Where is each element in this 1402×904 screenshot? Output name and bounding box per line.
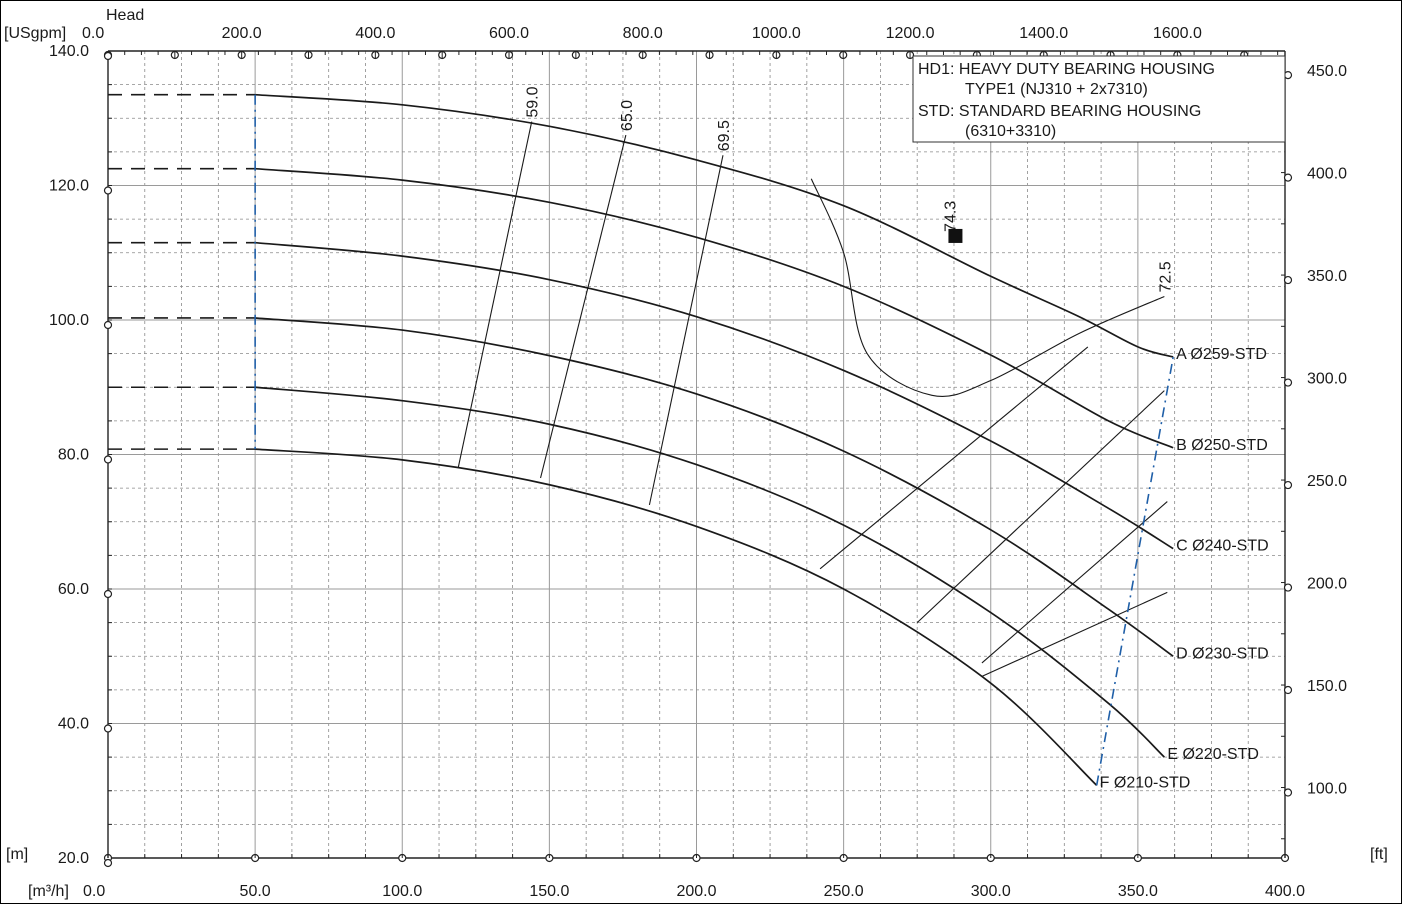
efficiency-line <box>810 178 1165 397</box>
y-tick-mark <box>103 320 113 330</box>
curve-label-B: B Ø250-STD <box>1176 437 1268 454</box>
x-tick-label: 350.0 <box>1118 883 1158 900</box>
extra-line <box>981 501 1168 664</box>
impeller-curve-E <box>255 386 1165 758</box>
impeller-extension-lines <box>108 93 256 450</box>
x-tick-label: 200.0 <box>676 883 716 900</box>
curve-label-F: F Ø210-STD <box>1100 774 1191 791</box>
y-right-tick-label: 350.0 <box>1307 268 1347 285</box>
y-right-tick-mark <box>1283 788 1293 797</box>
x-top-tick-label: 1400.0 <box>1019 25 1068 42</box>
x-tick-label: 0.0 <box>83 883 105 900</box>
efficiency-label: 74.3 <box>942 201 959 232</box>
efficiency-line <box>540 134 627 479</box>
bep-marker <box>948 228 963 243</box>
legend-line-3: STD: STANDARD BEARING HOUSING <box>918 103 1201 120</box>
y-tick-mark <box>103 724 113 733</box>
x-top-tick-label: 1200.0 <box>886 25 935 42</box>
y-right-tick-label: 100.0 <box>1307 781 1347 798</box>
extra-lines <box>819 346 1168 677</box>
y-right-tick-mark <box>1283 480 1293 490</box>
y-right-unit: [ft] <box>1370 846 1388 863</box>
grid <box>107 50 1286 859</box>
y-right-tick-label: 400.0 <box>1307 166 1347 183</box>
extra-line <box>819 346 1089 570</box>
x-top-axis: 0.0 200.0 400.0 600.0 800.0 1000.0 1200.0 1400.… <box>82 25 1285 60</box>
impeller-curve-C <box>255 241 1174 550</box>
efficiency-label: 72.5 <box>1157 261 1174 292</box>
x-top-tick-label: 400.0 <box>355 25 395 42</box>
x-top-tick-label: 1000.0 <box>752 25 801 42</box>
curve-label-D: D Ø230-STD <box>1176 645 1268 662</box>
efficiency-line <box>648 155 724 506</box>
x-tick-label: 400.0 <box>1265 883 1305 900</box>
y-right-tick-mark <box>1283 70 1293 80</box>
x-tick-label: 250.0 <box>824 883 864 900</box>
y-tick-label: 60.0 <box>58 581 89 598</box>
impeller-curve-A <box>255 93 1174 358</box>
y-tick-label: 140.0 <box>49 43 89 60</box>
curve-labels: A Ø259-STD B Ø250-STD C Ø240-STD D Ø230-STD… <box>1100 346 1269 791</box>
legend-line-4: (6310+3310) <box>965 123 1056 140</box>
curve-label-A: A Ø259-STD <box>1176 346 1267 363</box>
efficiency-label: 69.5 <box>716 120 733 151</box>
extra-line <box>981 591 1168 677</box>
y-tick-label: 100.0 <box>49 312 89 329</box>
y-tick-mark <box>103 51 113 61</box>
impeller-curves <box>255 93 1174 786</box>
x-tick-label: 150.0 <box>529 883 569 900</box>
x-top-tick-label: 800.0 <box>623 25 663 42</box>
legend-box: HD1: HEAVY DUTY BEARING HOUSING TYPE1 (N… <box>912 55 1286 143</box>
impeller-curve-F <box>255 448 1098 786</box>
y-tick-mark <box>103 186 113 195</box>
y-right-tick-mark <box>1283 378 1293 387</box>
legend-line-1: HD1: HEAVY DUTY BEARING HOUSING <box>918 61 1215 78</box>
y-right-tick-mark <box>1283 685 1293 695</box>
efficiency-label: 65.0 <box>619 100 636 131</box>
efficiency-lines: 59.0 65.0 69.5 72.5 74.3 <box>457 86 1174 506</box>
y-tick-label: 20.0 <box>58 850 89 867</box>
y-tick-mark <box>103 455 113 464</box>
y-right-tick-label: 150.0 <box>1307 678 1347 695</box>
x-bottom-unit: [m³/h] <box>28 883 69 900</box>
legend-line-2: TYPE1 (NJ310 + 2x7310) <box>965 81 1148 98</box>
x-tick-label: 300.0 <box>971 883 1011 900</box>
curve-label-E: E Ø220-STD <box>1167 746 1259 763</box>
y-right-tick-label: 450.0 <box>1307 63 1347 80</box>
y-right-tick-label: 300.0 <box>1307 371 1347 388</box>
y-right-tick-mark <box>1283 275 1293 285</box>
extra-line <box>916 390 1165 624</box>
y-tick-label: 120.0 <box>49 178 89 195</box>
y-right-tick-mark <box>1283 583 1293 592</box>
y-right-tick-label: 200.0 <box>1307 576 1347 593</box>
y-tick-mark <box>103 858 113 868</box>
operating-limits <box>254 94 1174 786</box>
max-flow-line <box>1095 356 1174 786</box>
efficiency-label: 59.0 <box>525 86 542 117</box>
y-left-axis: 20.0 40.0 60.0 80.0 100.0 120.0 140.0 <box>49 43 113 868</box>
x-top-tick-label: 200.0 <box>222 25 262 42</box>
y-tick-mark <box>103 589 113 599</box>
x-top-tick-label: 0.0 <box>82 25 104 42</box>
impeller-curve-B <box>255 167 1174 449</box>
x-top-unit: [USgpm] <box>4 25 66 42</box>
x-tick-label: 50.0 <box>240 883 271 900</box>
x-top-tick-label: 600.0 <box>489 25 529 42</box>
y-right-tick-mark <box>1283 173 1293 182</box>
x-bottom-axis: 0.0 50.0 100.0 150.0 200.0 250.0 300.0 350.0 400… <box>83 853 1305 900</box>
curve-label-C: C Ø240-STD <box>1176 538 1268 555</box>
y-tick-label: 40.0 <box>58 716 89 733</box>
y-left-title: Head <box>106 7 144 24</box>
x-tick-label: 100.0 <box>382 883 422 900</box>
y-left-unit: [m] <box>6 846 28 863</box>
x-top-tick-label: 1600.0 <box>1153 25 1202 42</box>
y-tick-label: 80.0 <box>58 447 89 464</box>
impeller-curve-D <box>255 317 1174 657</box>
y-right-tick-label: 250.0 <box>1307 473 1347 490</box>
efficiency-line <box>457 121 533 469</box>
y-right-axis: 100.0 150.0 200.0 250.0 300.0 350.0 400.0 450.0 <box>1281 51 1347 858</box>
